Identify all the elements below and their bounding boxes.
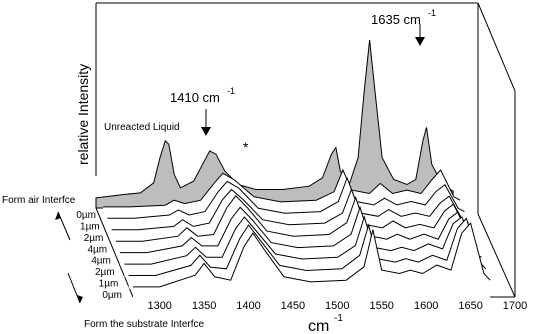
depth-tick-label-2: 2µm bbox=[84, 233, 104, 244]
x-axis-title: cm -1 bbox=[308, 313, 343, 334]
annotation-unreacted-liquid: Unreacted Liquid bbox=[104, 122, 180, 133]
series-unreacted-liquid-area bbox=[95, 39, 454, 209]
depth-tick-label-4: 4µm bbox=[91, 256, 111, 267]
x-tick-label-1450: 1450 bbox=[281, 300, 305, 312]
series-line-6 bbox=[124, 215, 482, 265]
series-line-8 bbox=[133, 222, 491, 288]
annotation-1635-label: 1635 cm bbox=[371, 12, 421, 27]
x-axis-label-superscript: -1 bbox=[334, 313, 343, 324]
x-tick-label-1350: 1350 bbox=[192, 300, 216, 312]
annotation-1410-label: 1410 cm bbox=[170, 90, 220, 105]
x-tick-label-1650: 1650 bbox=[458, 300, 482, 312]
box-top-right-depth-edge bbox=[477, 2, 516, 92]
series-line-4 bbox=[115, 195, 474, 242]
annotation-1410-superscript: -1 bbox=[227, 86, 235, 96]
depth-tick-label-3: 4µm bbox=[87, 244, 107, 255]
series-line-5 bbox=[120, 205, 478, 254]
x-tick-label-1600: 1600 bbox=[414, 300, 438, 312]
annotation-1410-arrow-head bbox=[201, 127, 211, 136]
depth-tick-label-5: 2µm bbox=[95, 267, 115, 278]
y-axis-label: relative Intensity bbox=[75, 64, 91, 165]
depth-label-bottom: Form the substrate Interfce bbox=[84, 319, 204, 330]
x-tick-labels: 1300 1350 1400 1450 1500 1550 1600 1650 1700 bbox=[147, 300, 527, 312]
depth-tick-label-7: 0µm bbox=[102, 290, 122, 301]
depth-label-top: Form air Interfce bbox=[2, 195, 76, 206]
x-tick-label-1700: 1700 bbox=[503, 300, 527, 312]
depth-arrow-up-head bbox=[55, 212, 61, 220]
x-tick-label-1500: 1500 bbox=[325, 300, 349, 312]
series-line-1 bbox=[103, 168, 461, 208]
x-tick-label-1300: 1300 bbox=[147, 300, 171, 312]
series-line-2 bbox=[107, 176, 465, 219]
depth-tick-label-0: 0µm bbox=[76, 210, 96, 221]
annotation-1410: 1410 cm -1 bbox=[170, 86, 235, 136]
depth-arrow-down-head bbox=[77, 295, 83, 303]
series-line-7 bbox=[128, 217, 487, 276]
annotation-asterisk: * bbox=[243, 139, 249, 155]
series-occluder-8 bbox=[133, 223, 491, 300]
annotation-1635-superscript: -1 bbox=[428, 8, 436, 18]
annotation-1635-arrow-head bbox=[415, 37, 425, 46]
series-occluder-7 bbox=[128, 218, 486, 289]
spectra-layer bbox=[95, 39, 491, 300]
series-line-3 bbox=[111, 188, 469, 231]
depth-tick-label-6: 1µm bbox=[99, 279, 119, 290]
depth-arrow-down-line bbox=[67, 272, 81, 304]
x-tick-label-1550: 1550 bbox=[369, 300, 393, 312]
depth-tick-label-1: 1µm bbox=[80, 221, 100, 232]
x-axis-label: cm bbox=[308, 318, 329, 334]
depth-direction-arrows bbox=[55, 211, 83, 304]
depth-axis-line bbox=[95, 207, 134, 298]
box-bottom-right-depth-edge bbox=[477, 213, 516, 298]
annotation-1635: 1635 cm -1 bbox=[371, 8, 436, 46]
x-tick-label-1400: 1400 bbox=[236, 300, 260, 312]
